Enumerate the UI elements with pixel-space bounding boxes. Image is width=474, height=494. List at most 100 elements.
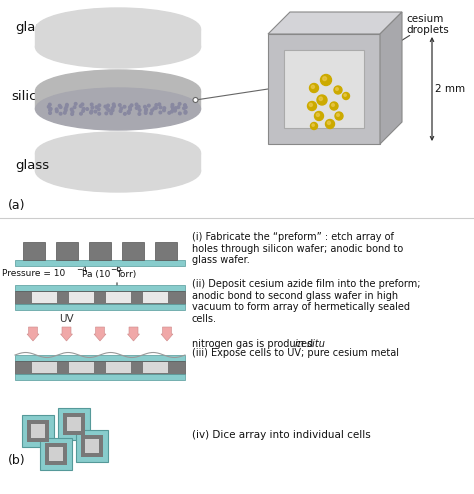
- Ellipse shape: [36, 88, 201, 130]
- Circle shape: [172, 108, 174, 110]
- Polygon shape: [380, 12, 402, 144]
- Circle shape: [155, 107, 157, 109]
- Bar: [36, 153, 201, 171]
- Text: nitrogen gas is produced: nitrogen gas is produced: [192, 339, 316, 349]
- Circle shape: [70, 108, 73, 111]
- Bar: [63, 413, 85, 435]
- Bar: [15, 260, 185, 266]
- Bar: [268, 34, 380, 144]
- Circle shape: [98, 108, 100, 111]
- Circle shape: [171, 104, 174, 106]
- Circle shape: [47, 106, 50, 108]
- Circle shape: [168, 112, 171, 114]
- Circle shape: [74, 103, 77, 105]
- Circle shape: [107, 104, 109, 107]
- Text: −4: −4: [76, 265, 87, 275]
- Circle shape: [104, 105, 107, 108]
- Circle shape: [111, 107, 114, 110]
- Ellipse shape: [36, 132, 201, 174]
- Text: Torr): Torr): [116, 270, 136, 279]
- Circle shape: [127, 111, 130, 113]
- Circle shape: [112, 103, 115, 106]
- Circle shape: [328, 122, 330, 124]
- Circle shape: [90, 110, 93, 113]
- Text: glass: glass: [15, 159, 49, 171]
- Circle shape: [145, 109, 147, 112]
- Circle shape: [155, 104, 157, 106]
- Text: (ii) Deposit cesium azide film into the preform;
anodic bond to second glass waf: (ii) Deposit cesium azide film into the …: [192, 279, 420, 324]
- Bar: [27, 420, 49, 442]
- Bar: [49, 447, 63, 461]
- Circle shape: [95, 106, 98, 108]
- Circle shape: [343, 92, 349, 99]
- Bar: [45, 443, 67, 465]
- Circle shape: [184, 111, 187, 113]
- Circle shape: [120, 107, 123, 110]
- Circle shape: [334, 86, 342, 94]
- Circle shape: [82, 108, 85, 110]
- Circle shape: [58, 104, 61, 107]
- Circle shape: [65, 103, 68, 106]
- Circle shape: [111, 109, 114, 112]
- Circle shape: [183, 104, 186, 106]
- Bar: [36, 91, 201, 109]
- Circle shape: [80, 113, 82, 115]
- Circle shape: [59, 113, 62, 115]
- Circle shape: [48, 103, 51, 106]
- Bar: [143, 292, 168, 303]
- Circle shape: [81, 103, 84, 106]
- Circle shape: [123, 105, 126, 108]
- Bar: [67, 417, 81, 431]
- Circle shape: [163, 107, 165, 109]
- Bar: [81, 435, 103, 457]
- FancyArrow shape: [128, 327, 139, 341]
- Circle shape: [317, 95, 327, 105]
- Circle shape: [182, 107, 185, 110]
- Circle shape: [163, 109, 165, 112]
- Circle shape: [174, 107, 177, 109]
- Circle shape: [158, 103, 161, 106]
- Circle shape: [98, 113, 100, 115]
- Circle shape: [91, 103, 93, 106]
- Circle shape: [171, 106, 173, 108]
- Circle shape: [315, 112, 323, 121]
- Circle shape: [91, 106, 94, 109]
- Text: (a): (a): [8, 199, 26, 211]
- Text: 2 mm: 2 mm: [435, 84, 465, 94]
- Circle shape: [105, 112, 108, 115]
- Circle shape: [108, 109, 110, 112]
- Circle shape: [55, 110, 58, 113]
- Circle shape: [138, 109, 141, 112]
- Circle shape: [177, 106, 180, 109]
- Circle shape: [136, 107, 138, 109]
- Circle shape: [173, 109, 176, 112]
- Circle shape: [310, 103, 312, 106]
- Circle shape: [79, 105, 82, 107]
- Bar: [15, 285, 185, 291]
- Bar: [23, 242, 45, 260]
- Circle shape: [86, 108, 89, 110]
- Circle shape: [326, 120, 335, 128]
- Circle shape: [147, 104, 150, 107]
- FancyArrow shape: [94, 327, 106, 341]
- Text: (iv) Dice array into individual cells: (iv) Dice array into individual cells: [192, 430, 371, 440]
- Bar: [155, 242, 177, 260]
- Circle shape: [145, 112, 147, 114]
- Circle shape: [55, 108, 58, 111]
- Bar: [32, 292, 57, 303]
- Bar: [15, 304, 185, 310]
- Circle shape: [128, 106, 131, 109]
- Bar: [58, 408, 90, 440]
- Circle shape: [335, 112, 343, 120]
- Circle shape: [49, 112, 51, 115]
- Circle shape: [344, 94, 346, 96]
- Circle shape: [118, 104, 121, 106]
- Bar: [89, 242, 111, 260]
- Circle shape: [312, 124, 314, 126]
- Ellipse shape: [36, 26, 201, 68]
- Circle shape: [144, 106, 146, 108]
- Bar: [106, 362, 131, 373]
- Text: Pa (10: Pa (10: [82, 270, 110, 279]
- Circle shape: [159, 106, 162, 109]
- Circle shape: [64, 109, 67, 112]
